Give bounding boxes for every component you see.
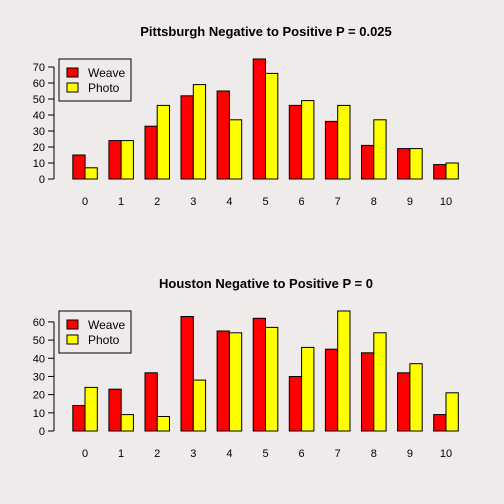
weave-bar-10: [433, 164, 447, 180]
photo-bar-0: [84, 386, 98, 432]
y-tick-label: 70: [33, 62, 45, 74]
x-tick-label: 10: [440, 448, 452, 460]
legend-swatch-weave: [66, 67, 79, 78]
x-tick-label: 1: [118, 448, 124, 460]
weave-bar-5: [252, 317, 266, 432]
photo-bar-9: [409, 148, 423, 180]
y-tick-label: 10: [33, 158, 45, 170]
x-tick-label: 6: [299, 196, 305, 208]
photo-bar-1: [120, 414, 134, 432]
legend-swatch-weave: [66, 319, 79, 330]
x-tick-label: 8: [371, 448, 377, 460]
photo-bar-10: [445, 162, 459, 180]
x-tick-label: 2: [154, 448, 160, 460]
legend-swatch-photo: [66, 82, 79, 93]
y-tick-label: 0: [39, 174, 45, 186]
x-tick-label: 7: [335, 196, 341, 208]
x-tick-label: 10: [440, 196, 452, 208]
x-tick-label: 4: [226, 448, 232, 460]
photo-bar-4: [228, 332, 243, 432]
weave-bar-2: [144, 372, 158, 432]
x-tick-label: 9: [407, 448, 413, 460]
weave-bar-5: [252, 58, 266, 180]
x-tick-label: 8: [371, 196, 377, 208]
x-tick-label: 5: [262, 196, 268, 208]
chart-title: Pittsburgh Negative to Positive P = 0.02…: [140, 24, 392, 39]
y-tick-label: 10: [33, 408, 45, 420]
legend-swatch-photo: [66, 334, 79, 345]
y-tick-label: 50: [33, 335, 45, 347]
photo-bar-9: [409, 363, 423, 432]
x-tick-label: 7: [335, 448, 341, 460]
y-tick-label: 0: [39, 426, 45, 438]
weave-bar-4: [216, 330, 230, 432]
pittsburgh-chart-panel: Pittsburgh Negative to Positive P = 0.02…: [33, 24, 459, 208]
weave-bar-1: [108, 140, 122, 180]
weave-bar-9: [397, 148, 411, 180]
weave-bar-0: [72, 154, 86, 180]
x-tick-label: 0: [82, 448, 88, 460]
y-tick-label: 30: [33, 126, 45, 138]
photo-bar-3: [192, 84, 207, 180]
y-tick-label: 20: [33, 142, 45, 154]
weave-bar-2: [144, 125, 158, 180]
photo-bar-0: [84, 167, 98, 180]
photo-bar-2: [156, 416, 170, 432]
chart-title: Houston Negative to Positive P = 0: [159, 276, 373, 291]
weave-bar-7: [324, 348, 339, 432]
x-tick-label: 1: [118, 196, 124, 208]
y-tick-label: 20: [33, 390, 45, 402]
legend-label-weave: Weave: [88, 318, 125, 332]
photo-bar-2: [156, 104, 170, 180]
photo-bar-7: [337, 310, 351, 432]
x-tick-label: 4: [226, 196, 232, 208]
photo-bar-7: [337, 104, 351, 180]
photo-bar-5: [265, 326, 279, 432]
weave-bar-8: [361, 352, 375, 432]
legend-label-photo: Photo: [88, 333, 120, 347]
x-tick-label: 5: [262, 448, 268, 460]
x-tick-label: 9: [407, 196, 413, 208]
y-tick-label: 60: [33, 78, 45, 90]
legend-label-photo: Photo: [88, 81, 120, 95]
photo-bar-6: [301, 100, 315, 180]
photo-bar-4: [228, 119, 243, 180]
weave-bar-8: [361, 144, 375, 180]
legend-box: [58, 310, 132, 354]
photo-bar-1: [120, 140, 134, 180]
x-tick-label: 2: [154, 196, 160, 208]
legend-label-weave: Weave: [88, 66, 125, 80]
x-tick-label: 3: [190, 196, 196, 208]
x-tick-label: 6: [299, 448, 305, 460]
weave-bar-3: [180, 95, 194, 180]
weave-bar-1: [108, 388, 122, 432]
photo-bar-8: [373, 332, 387, 432]
y-tick-label: 40: [33, 353, 45, 365]
weave-bar-6: [288, 104, 303, 180]
y-tick-label: 30: [33, 371, 45, 383]
weave-bar-10: [433, 414, 447, 432]
y-tick-label: 50: [33, 94, 45, 106]
weave-bar-7: [324, 120, 339, 180]
photo-bar-8: [373, 119, 387, 180]
legend-box: [58, 58, 132, 102]
weave-bar-0: [72, 405, 86, 432]
photo-bar-5: [265, 72, 279, 180]
y-tick-label: 60: [33, 317, 45, 329]
photo-bar-6: [301, 346, 315, 432]
photo-bar-3: [192, 379, 207, 432]
weave-bar-3: [180, 316, 194, 432]
weave-bar-9: [397, 372, 411, 432]
y-tick-label: 40: [33, 110, 45, 122]
x-tick-label: 0: [82, 196, 88, 208]
photo-bar-10: [445, 392, 459, 432]
x-tick-label: 3: [190, 448, 196, 460]
weave-bar-6: [288, 376, 303, 432]
weave-bar-4: [216, 90, 230, 180]
houston-chart-panel: Houston Negative to Positive P = 0 01020…: [33, 276, 459, 460]
